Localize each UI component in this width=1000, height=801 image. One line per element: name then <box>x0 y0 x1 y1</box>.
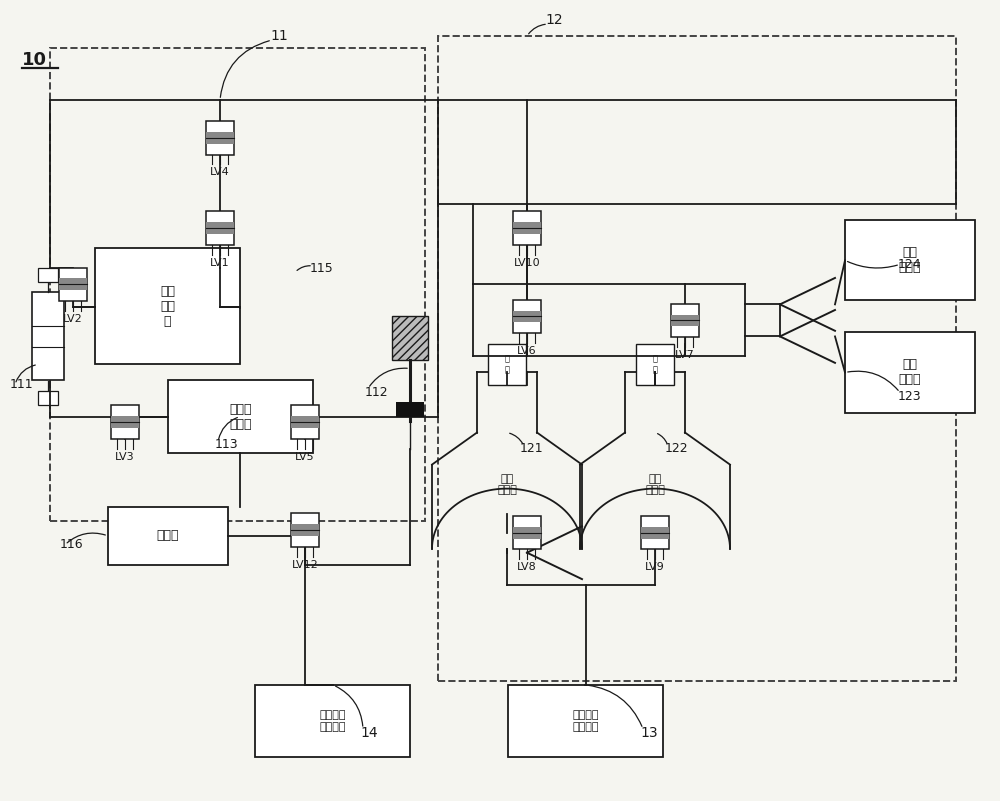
Text: LV12: LV12 <box>292 560 318 570</box>
Bar <box>111 417 139 428</box>
Bar <box>671 315 699 326</box>
Text: 第二废液
处理单元: 第二废液 处理单元 <box>319 710 346 731</box>
Bar <box>641 516 669 549</box>
Bar <box>396 402 424 417</box>
Text: 第二
负压
源: 第二 负压 源 <box>160 285 175 328</box>
Text: 112: 112 <box>365 386 389 399</box>
Bar <box>206 132 234 143</box>
Text: LV6: LV6 <box>517 346 537 356</box>
Text: 14: 14 <box>360 726 378 740</box>
Text: 11: 11 <box>270 29 288 43</box>
Bar <box>291 405 319 439</box>
Bar <box>513 311 541 322</box>
Bar <box>845 220 975 300</box>
Text: 111: 111 <box>10 378 34 391</box>
Text: LV9: LV9 <box>645 562 665 572</box>
Bar <box>392 316 428 360</box>
Bar <box>255 685 410 757</box>
Text: 116: 116 <box>60 538 84 551</box>
Text: 反应池: 反应池 <box>157 529 179 542</box>
Bar <box>291 525 319 536</box>
Text: 液
位: 液 位 <box>505 355 510 374</box>
Bar <box>513 516 541 549</box>
Bar <box>168 380 313 453</box>
Text: LV7: LV7 <box>675 350 695 360</box>
Bar <box>59 268 87 301</box>
Bar <box>513 223 541 234</box>
Bar <box>206 121 234 155</box>
Bar <box>513 527 541 538</box>
Text: LV8: LV8 <box>517 562 537 572</box>
Bar <box>111 405 139 439</box>
Bar <box>671 304 699 337</box>
Text: 第二
废液池: 第二 废液池 <box>645 474 665 495</box>
Bar <box>513 300 541 333</box>
Text: LV2: LV2 <box>63 314 83 324</box>
Bar <box>641 527 669 538</box>
Bar <box>206 223 234 234</box>
Text: 10: 10 <box>22 51 47 69</box>
Bar <box>206 211 234 245</box>
Bar <box>508 685 663 757</box>
Text: 115: 115 <box>310 262 334 275</box>
Bar <box>488 344 526 385</box>
Text: 123: 123 <box>898 390 922 403</box>
Text: 液
位: 液 位 <box>652 355 658 374</box>
Bar <box>38 391 58 405</box>
Text: 第一
负压源: 第一 负压源 <box>899 359 921 386</box>
Bar <box>108 507 228 565</box>
Text: 第一
废液池: 第一 废液池 <box>497 474 517 495</box>
Text: 113: 113 <box>215 438 239 451</box>
Bar <box>513 211 541 245</box>
Text: 试剂供
给装置: 试剂供 给装置 <box>229 403 252 430</box>
Text: LV3: LV3 <box>115 452 135 461</box>
Text: LV10: LV10 <box>514 258 540 268</box>
Text: LV4: LV4 <box>210 167 230 177</box>
Bar <box>438 36 956 681</box>
Text: 12: 12 <box>545 13 563 27</box>
Text: 124: 124 <box>898 258 922 271</box>
Text: 第一
正压源: 第一 正压源 <box>899 247 921 274</box>
Bar <box>38 268 58 282</box>
Bar <box>32 292 64 380</box>
Text: 13: 13 <box>640 726 658 740</box>
Bar <box>636 344 674 385</box>
Text: LV5: LV5 <box>295 452 315 461</box>
Bar <box>845 332 975 413</box>
Bar <box>59 279 87 290</box>
Text: 121: 121 <box>520 442 544 455</box>
Bar <box>291 513 319 547</box>
Bar <box>95 248 240 364</box>
Text: 第一废液
处理单元: 第一废液 处理单元 <box>572 710 599 731</box>
Bar <box>50 48 425 521</box>
Bar <box>291 417 319 428</box>
Text: LV1: LV1 <box>210 258 230 268</box>
Text: 122: 122 <box>665 442 689 455</box>
